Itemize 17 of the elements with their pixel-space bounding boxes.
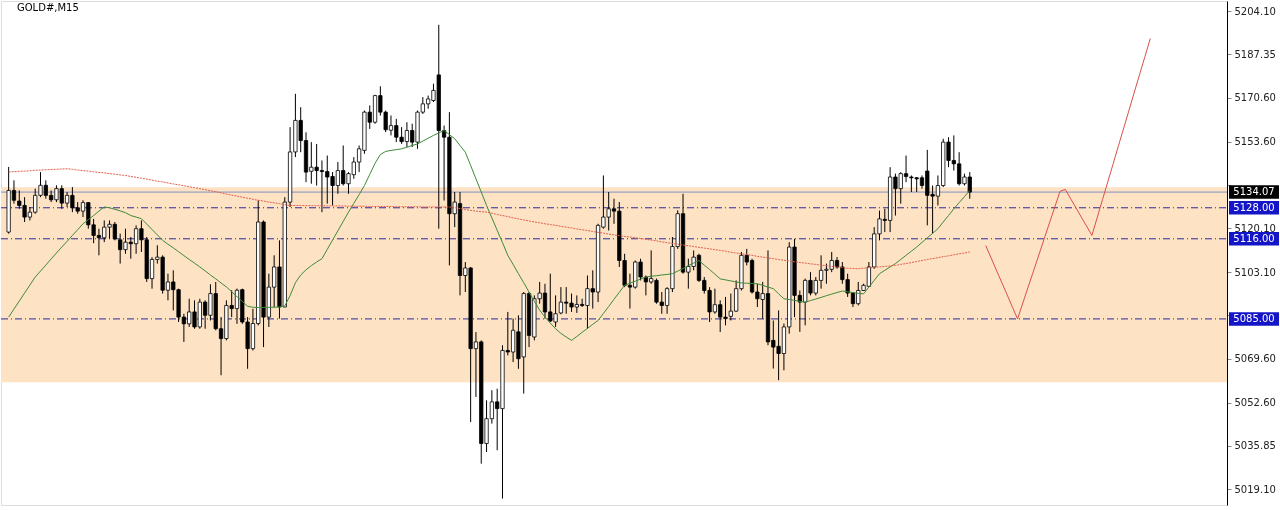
y-tick-label: 5069.60 — [1234, 353, 1276, 365]
line-series — [8, 129, 971, 341]
y-tick-label: 5204.10 — [1234, 5, 1276, 17]
y-tick-label: 5187.35 — [1234, 48, 1276, 60]
y-tick-label: 5120.10 — [1234, 222, 1276, 234]
y-tick-label: 5153.60 — [1234, 136, 1276, 148]
y-tick-label: 5170.60 — [1234, 92, 1276, 104]
chart-title: GOLD#,M15 — [17, 2, 79, 13]
y-tick-label: 5103.10 — [1234, 266, 1276, 278]
y-tick-label: 5019.10 — [1234, 483, 1276, 495]
line-series — [985, 37, 1151, 320]
ref-line-label: 5116.00 — [1233, 232, 1275, 244]
y-tick-label: 5052.60 — [1234, 397, 1276, 409]
y-tick-label: 5035.85 — [1234, 440, 1276, 452]
ref-line-label: 5134.07 — [1233, 186, 1275, 198]
ref-line-label: 5128.00 — [1233, 201, 1275, 213]
ref-line-label: 5085.00 — [1233, 312, 1275, 324]
